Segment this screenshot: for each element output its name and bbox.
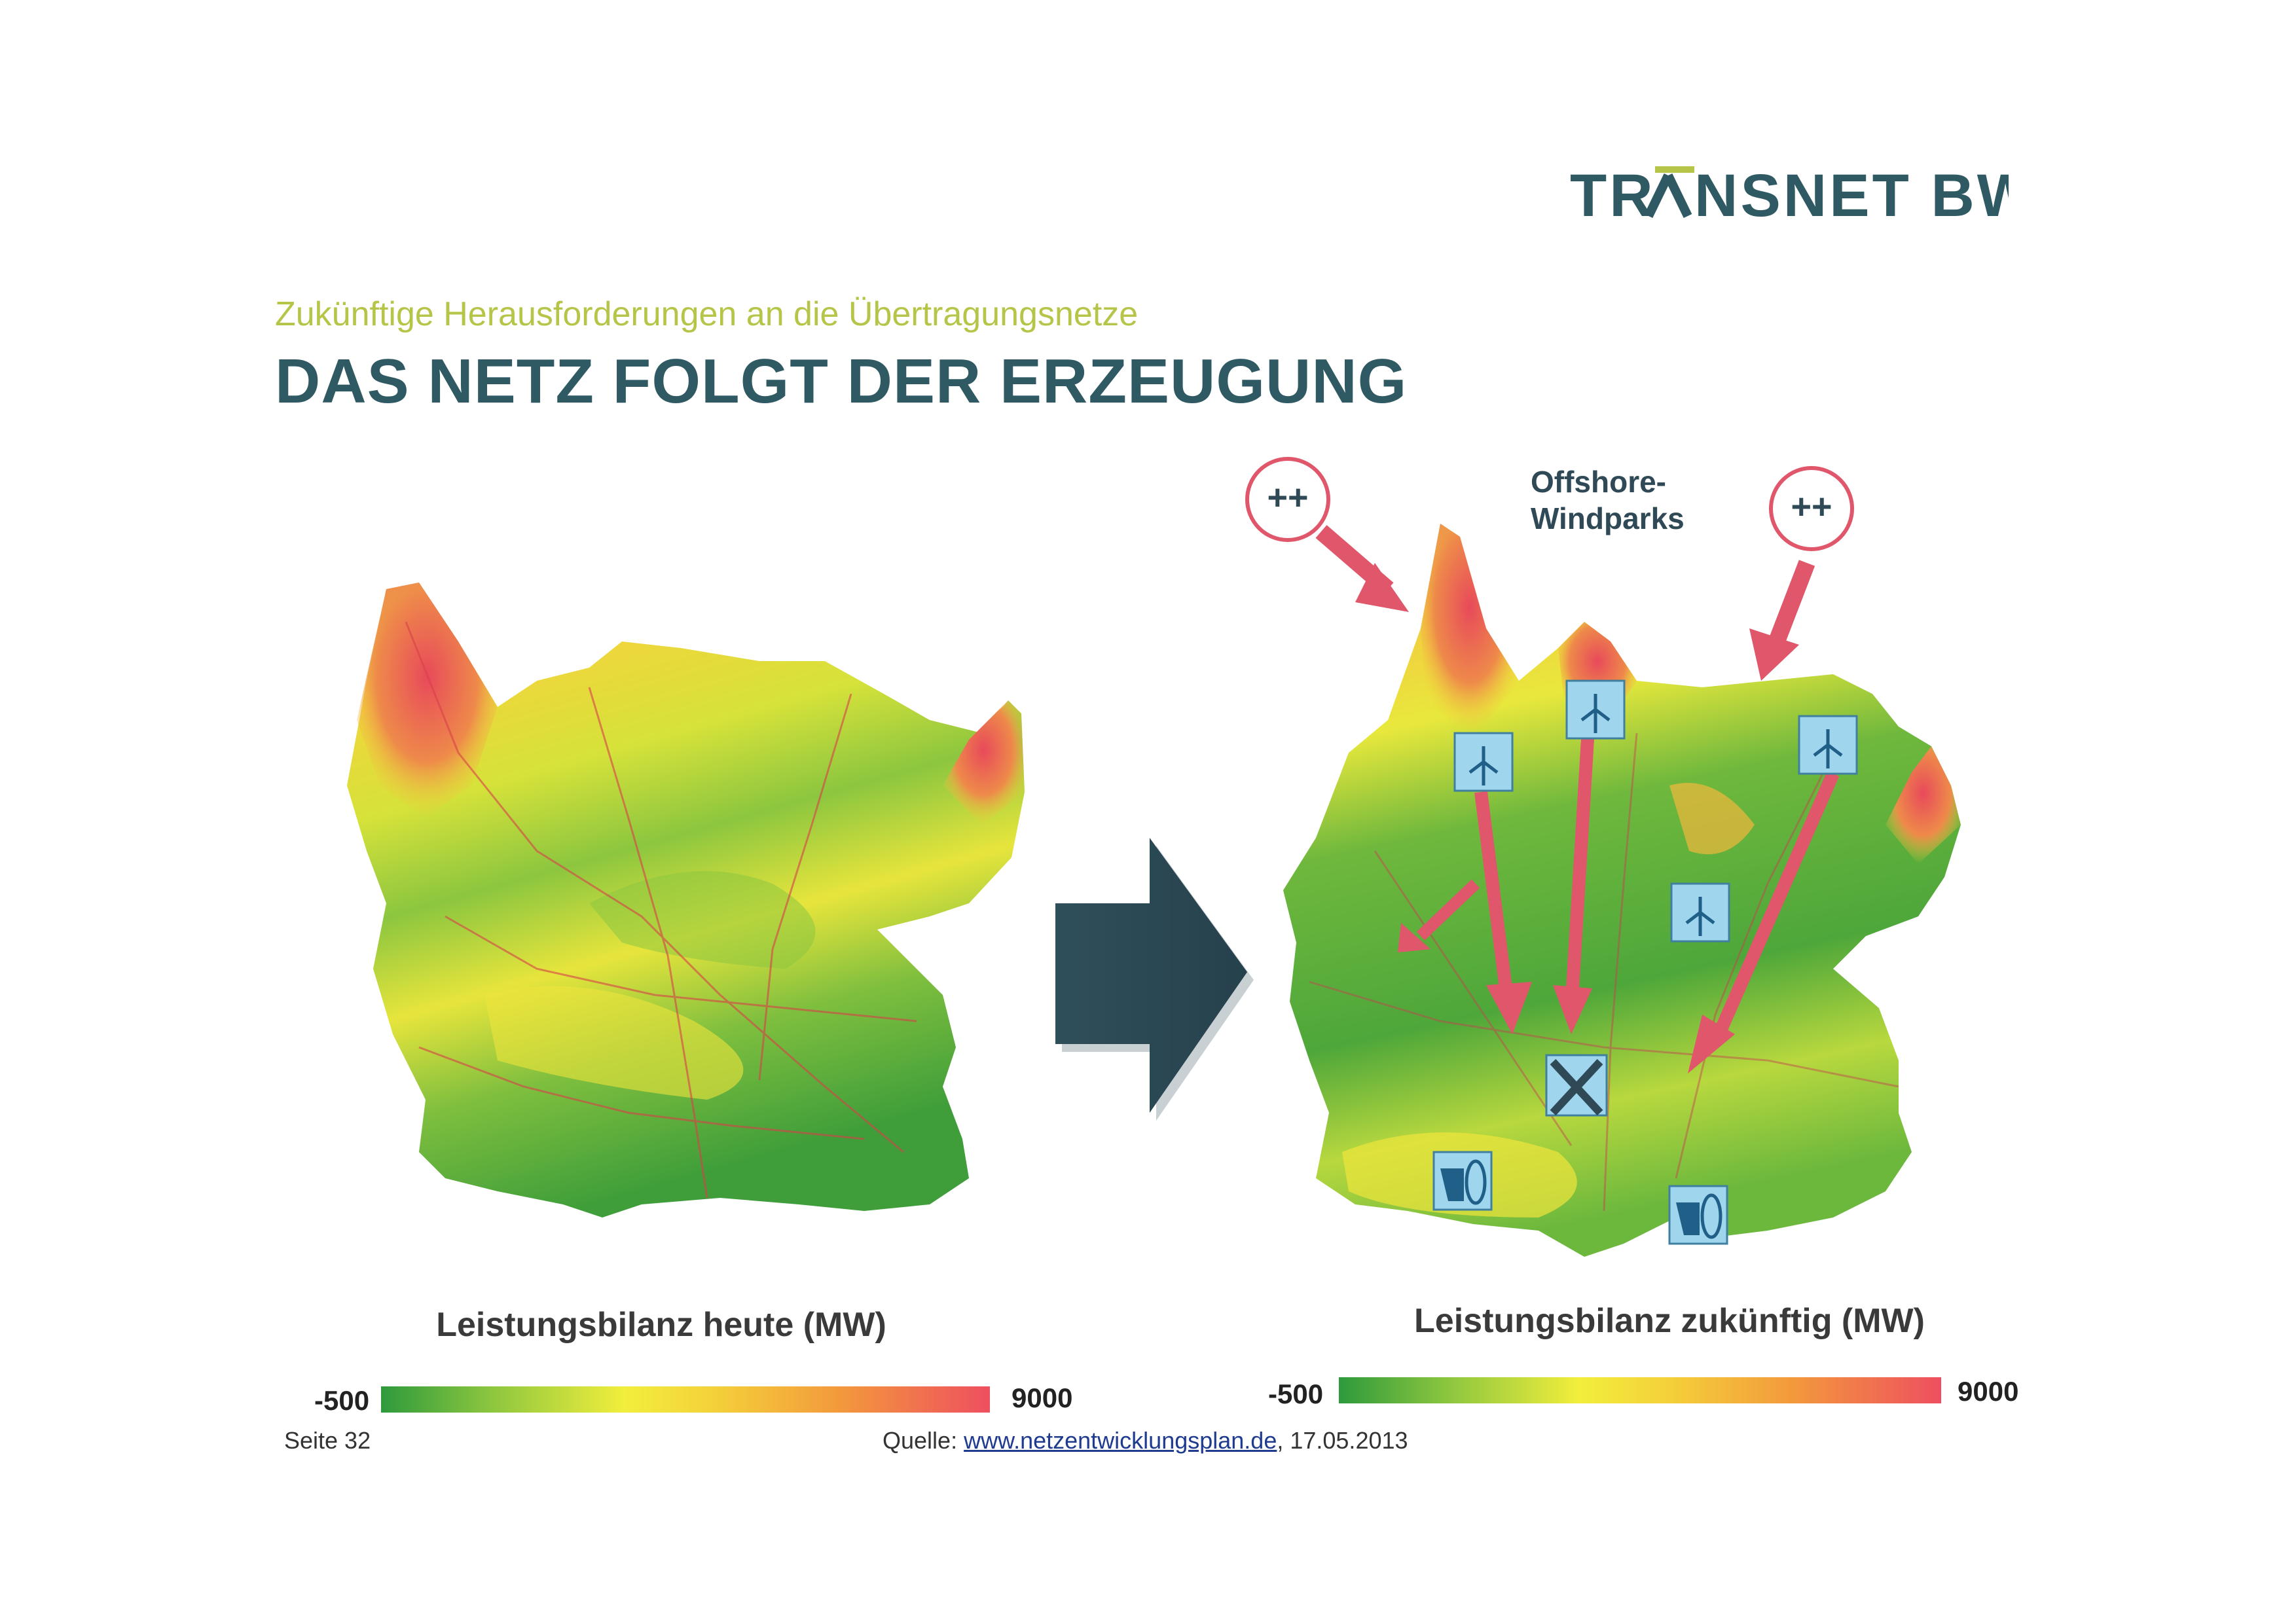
page-number: Seite 32 [284, 1427, 371, 1454]
source-note: Quelle: www.netzentwicklungsplan.de, 17.… [883, 1427, 1408, 1454]
wind-turbine-icon [1453, 732, 1514, 792]
color-scale-left [381, 1386, 990, 1413]
slide-subtitle: Zukünftige Herausforderungen an die Über… [275, 295, 1139, 333]
transition-arrow-icon [1055, 838, 1254, 1121]
scale-left-min: -500 [314, 1385, 370, 1416]
scale-left-max: 9000 [1011, 1382, 1073, 1413]
plus-plus-marker: ++ [1769, 466, 1854, 551]
hydro-storage-icon [1432, 1151, 1493, 1211]
offshore-label-line1: Offshore- [1531, 465, 1666, 499]
caption-today: Leistungsbilanz heute (MW) [436, 1306, 886, 1344]
map-today [347, 583, 1025, 1218]
source-date: , 17.05.2013 [1277, 1427, 1408, 1454]
map-future [1283, 524, 1961, 1257]
scale-right-min: -500 [1268, 1379, 1324, 1409]
scale-right-max: 9000 [1958, 1376, 2019, 1407]
slide-title: DAS NETZ FOLGT DER ERZEUGUNG [275, 346, 1408, 416]
hydro-storage-icon [1668, 1185, 1728, 1245]
svg-text:TR: TR [1570, 162, 1656, 228]
wind-turbine-icon [1565, 679, 1626, 740]
offshore-label-line2: Windparks [1531, 501, 1685, 535]
crossed-out-plant-icon [1545, 1054, 1608, 1117]
plus-plus-marker: ++ [1245, 457, 1330, 542]
svg-text:NSNET BW: NSNET BW [1694, 162, 2009, 228]
wind-turbine-icon [1798, 715, 1858, 775]
transnet-bw-logo: TR NSNET BW [1570, 162, 2009, 228]
source-link[interactable]: www.netzentwicklungsplan.de [964, 1427, 1277, 1454]
color-scale-right [1339, 1377, 1941, 1403]
source-prefix: Quelle: [883, 1427, 964, 1454]
offshore-windparks-label: Offshore- Windparks [1531, 463, 1685, 537]
flow-arrows [1315, 525, 1840, 1074]
wind-turbine-icon [1670, 882, 1730, 943]
caption-future: Leistungsbilanz zukünftig (MW) [1414, 1302, 1925, 1340]
